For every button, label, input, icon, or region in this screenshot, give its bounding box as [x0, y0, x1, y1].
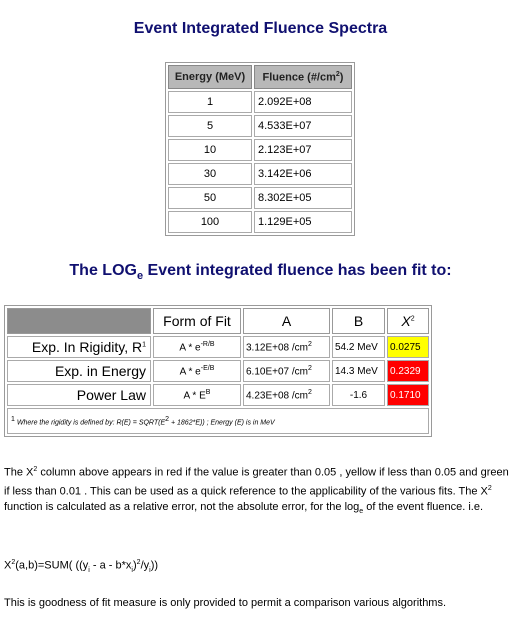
fit-b-cell: 54.2 MeV	[332, 336, 385, 358]
fluence-cell: 8.302E+05	[254, 187, 352, 209]
table-row: Power Law A * EB 4.23E+08 /cm2 -1.6 0.17…	[7, 384, 429, 406]
fit-name-header	[7, 308, 151, 334]
a-column-header: A	[243, 308, 330, 334]
fit-x2-cell: 0.0275	[387, 336, 429, 358]
table-row: 1 2.092E+08	[168, 91, 352, 113]
form-column-header: Form of Fit	[153, 308, 241, 334]
table-footnote-row: 1 Where the rigidity is defined by: R(E)…	[7, 408, 429, 434]
x2-formula: X2(a,b)=SUM( ((yi - a - b*xi)2/yi))	[4, 559, 159, 574]
table-row: 100 1.129E+05	[168, 211, 352, 233]
fluence-cell: 3.142E+06	[254, 163, 352, 185]
fit-name-cell: Power Law	[7, 384, 151, 406]
x2-explanation-paragraph: The X2 column above appears in red if th…	[4, 466, 509, 516]
fit-section-title: The LOGe Event integrated fluence has be…	[69, 262, 452, 283]
table-row: 10 2.123E+07	[168, 139, 352, 161]
fit-a-cell: 6.10E+07 /cm2	[243, 360, 330, 382]
table-row: Exp. in Energy A * e-E/B 6.10E+07 /cm2 1…	[7, 360, 429, 382]
fluence-spectra-table: Energy (MeV) Fluence (#/cm2) 1 2.092E+08 …	[165, 62, 355, 236]
fit-results-table: Form of Fit A B X2 Exp. In Rigidity, R1 …	[4, 305, 432, 437]
energy-cell: 100	[168, 211, 252, 233]
fit-x2-cell: 0.1710	[387, 384, 429, 406]
fit-a-cell: 4.23E+08 /cm2	[243, 384, 330, 406]
fluence-cell: 2.123E+07	[254, 139, 352, 161]
table-row: 30 3.142E+06	[168, 163, 352, 185]
rigidity-footnote: 1 Where the rigidity is defined by: R(E)…	[7, 408, 429, 434]
energy-cell: 50	[168, 187, 252, 209]
fit-form-cell: A * e-R/B	[153, 336, 241, 358]
fit-a-cell: 3.12E+08 /cm2	[243, 336, 330, 358]
table-row: 50 8.302E+05	[168, 187, 352, 209]
energy-cell: 1	[168, 91, 252, 113]
fit-form-cell: A * EB	[153, 384, 241, 406]
fluence-column-header: Fluence (#/cm2)	[254, 65, 352, 89]
b-column-header: B	[332, 308, 385, 334]
table-row: Exp. In Rigidity, R1 A * e-R/B 3.12E+08 …	[7, 336, 429, 358]
x2-column-header: X2	[387, 308, 429, 334]
energy-cell: 10	[168, 139, 252, 161]
fit-b-cell: -1.6	[332, 384, 385, 406]
energy-column-header: Energy (MeV)	[168, 65, 252, 89]
table-row: 5 4.533E+07	[168, 115, 352, 137]
fit-name-cell: Exp. In Rigidity, R1	[7, 336, 151, 358]
fluence-cell: 2.092E+08	[254, 91, 352, 113]
fluence-cell: 1.129E+05	[254, 211, 352, 233]
fit-b-cell: 14.3 MeV	[332, 360, 385, 382]
fit-name-cell: Exp. in Energy	[7, 360, 151, 382]
fit-form-cell: A * e-E/B	[153, 360, 241, 382]
fit-x2-cell: 0.2329	[387, 360, 429, 382]
page-title: Event Integrated Fluence Spectra	[133, 20, 388, 37]
energy-cell: 5	[168, 115, 252, 137]
fluence-cell: 4.533E+07	[254, 115, 352, 137]
goodness-of-fit-note: This is goodness of fit measure is only …	[4, 597, 447, 609]
energy-cell: 30	[168, 163, 252, 185]
